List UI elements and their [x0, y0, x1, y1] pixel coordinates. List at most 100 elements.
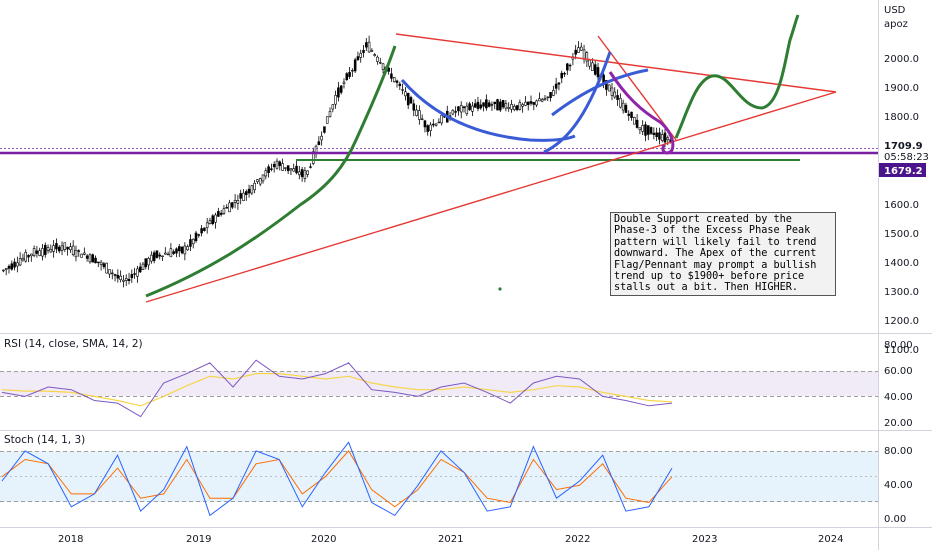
rsi-tick: 80.00 — [884, 340, 913, 351]
price-tick: 1500.0 — [884, 229, 919, 240]
stoch-k-line — [1, 441, 673, 517]
rsi-title[interactable]: RSI (14, close, SMA, 14, 2) — [4, 338, 143, 350]
candle-body — [166, 253, 170, 256]
candle-body — [482, 102, 485, 107]
candle-body — [426, 125, 430, 132]
stoch-tick: 0.00 — [884, 514, 906, 525]
candle-body — [362, 49, 365, 53]
candle-body — [353, 59, 357, 72]
stoch-title[interactable]: Stoch (14, 1, 3) — [4, 434, 85, 446]
rsi-axis[interactable]: 80.00 60.00 40.00 20.00 — [884, 340, 913, 429]
candle-body — [186, 246, 189, 251]
candle-body — [99, 261, 103, 265]
candle-body — [13, 261, 16, 268]
projection-arc-green[interactable] — [674, 14, 800, 139]
candle-body — [49, 249, 53, 253]
candle-body — [568, 64, 572, 67]
candle-body — [71, 245, 75, 255]
candle-body — [521, 104, 524, 107]
stoch-axis[interactable]: 80.00 40.00 0.00 — [884, 446, 913, 525]
candle-body — [256, 179, 259, 183]
candle-body — [552, 90, 555, 96]
candle-body — [591, 62, 594, 72]
candle-body — [177, 246, 181, 252]
candle-body — [493, 101, 497, 104]
year-label: 2019 — [186, 534, 211, 545]
candle-body — [633, 117, 636, 125]
candle-body — [27, 254, 30, 258]
candle-body — [191, 238, 195, 245]
candle-body — [97, 261, 100, 264]
rise-arc-green[interactable] — [145, 45, 397, 298]
candle-body — [434, 123, 438, 126]
candle-body — [429, 124, 432, 131]
candle-body — [52, 245, 55, 252]
candle-body — [554, 83, 558, 89]
rsi-tick: 40.00 — [884, 392, 913, 403]
price-tick: 1100.0 — [884, 345, 919, 356]
candle-body — [666, 137, 670, 141]
rise-arc-blue-2[interactable] — [551, 68, 649, 117]
candle-body — [211, 215, 215, 225]
candle-body — [635, 119, 639, 128]
candle-body — [468, 103, 471, 111]
candle-body — [7, 265, 11, 269]
candle-body — [563, 72, 566, 75]
candle-body — [652, 132, 656, 135]
lower-trendline[interactable] — [145, 91, 837, 303]
candle-body — [80, 253, 83, 258]
rise-arc-blue-1[interactable] — [543, 51, 612, 154]
candle-body — [515, 105, 519, 111]
unit-label: apoz — [884, 19, 908, 30]
candle-body — [342, 81, 346, 84]
candle-body — [532, 102, 536, 105]
candle-body — [356, 56, 360, 60]
candle-body — [644, 124, 647, 136]
year-label: 2022 — [565, 534, 590, 545]
candle-body — [306, 170, 309, 175]
stoch-tick: 40.00 — [884, 480, 913, 491]
price-tick: 1300.0 — [884, 287, 919, 298]
candle-body — [401, 89, 404, 91]
candle-body — [323, 126, 326, 133]
candle-body — [244, 191, 248, 195]
candle-body — [175, 248, 178, 254]
candle-body — [627, 113, 631, 116]
time-axis[interactable]: 2018 2019 2020 2021 2022 2023 2024 — [58, 534, 843, 545]
candle-body — [152, 252, 156, 261]
candle-body — [161, 255, 164, 257]
candle-body — [325, 116, 329, 124]
bar-countdown: 05:58:23 — [884, 152, 929, 163]
candle-body — [588, 59, 591, 67]
price-axis[interactable]: USD apoz 2000.0 1900.0 1800.0 1600.0 150… — [884, 5, 919, 356]
price-tick: 1800.0 — [884, 112, 919, 123]
rsi-line — [1, 359, 673, 418]
analysis-note[interactable]: Double Support created by the Phase-3 of… — [610, 212, 836, 296]
candle-body — [367, 41, 371, 53]
candle-body — [35, 250, 39, 254]
price-tick: 2000.0 — [884, 54, 919, 65]
candle-body — [566, 63, 569, 71]
candle-body — [144, 258, 148, 268]
candle-body — [331, 104, 335, 110]
candle-body — [507, 106, 510, 109]
candle-body — [194, 232, 198, 242]
candle-body — [365, 42, 368, 48]
candle-body — [496, 99, 499, 111]
candle-body — [529, 101, 533, 104]
drop-arc-purple[interactable] — [608, 71, 675, 155]
candle-body — [250, 185, 254, 194]
candle-body — [510, 104, 513, 110]
level-badge-value: 1679.2 — [884, 166, 923, 177]
year-label: 2020 — [311, 534, 336, 545]
candle-body — [155, 250, 159, 258]
candle-body — [663, 132, 667, 143]
candle-body — [487, 102, 491, 107]
candle-body — [540, 99, 544, 102]
candle-body — [124, 278, 128, 281]
candle-body — [546, 96, 550, 99]
candle-body — [113, 274, 117, 276]
candle-body — [150, 254, 153, 262]
upper-trendline[interactable] — [395, 33, 837, 93]
stoch-tick: 80.00 — [884, 446, 913, 457]
